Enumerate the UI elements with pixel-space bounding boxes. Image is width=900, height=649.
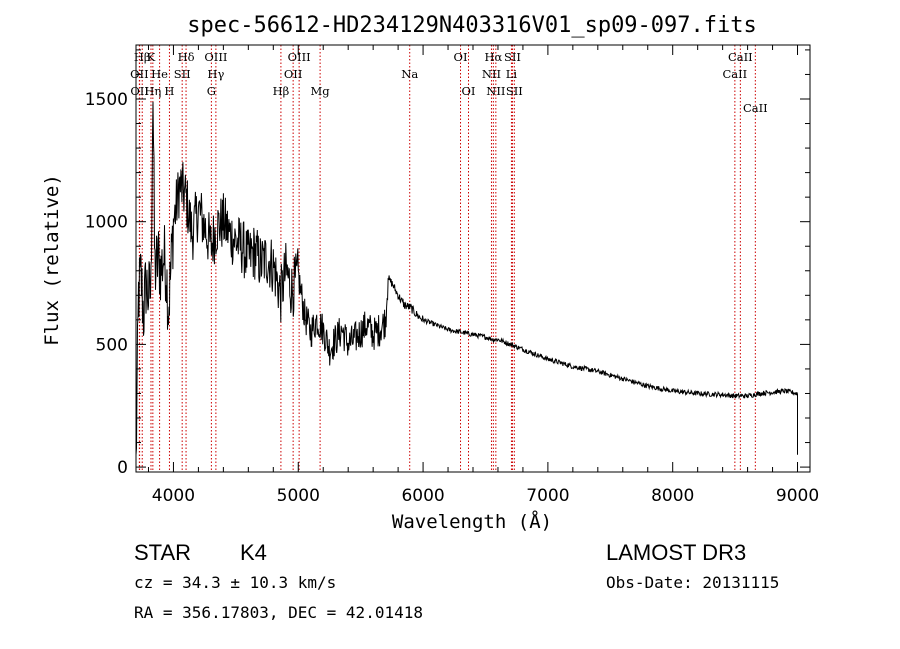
emission-line-label: NII (482, 67, 501, 81)
emission-line-label: CaII (743, 101, 768, 115)
emission-line-label: SII (174, 67, 191, 81)
y-tick-label: 1000 (85, 213, 128, 233)
emission-line-label: OII (130, 84, 149, 98)
x-axis-ticks: 4000 5000 6000 7000 8000 9000 (147, 45, 819, 506)
emission-line-label: Hα (484, 50, 502, 64)
emission-line-label: Hγ (207, 67, 224, 81)
emission-line-label: OIII (288, 50, 311, 64)
y-axis-ticks: 0 500 1000 1500 (85, 49, 810, 478)
emission-line-label: Hδ (178, 50, 195, 64)
x-tick-label: 7000 (526, 486, 569, 506)
emission-line-label: OIII (204, 50, 227, 64)
emission-line-label: H (164, 84, 174, 98)
x-axis-label: Wavelength (Å) (392, 510, 552, 533)
coordinates: RA = 356.17803, DEC = 42.01418 (134, 603, 423, 622)
y-tick-label: 500 (96, 335, 128, 355)
y-tick-label: 1500 (85, 90, 128, 110)
emission-line-label: Hβ (134, 50, 151, 64)
emission-line-label: OI (454, 50, 468, 64)
emission-line-label: He (151, 67, 168, 81)
emission-line-label: OII (284, 67, 303, 81)
emission-line-label: SII (504, 50, 521, 64)
emission-line-label: Hβ (273, 84, 290, 98)
x-tick-label: 4000 (152, 486, 195, 506)
emission-line-label: SII (506, 84, 523, 98)
x-tick-label: 8000 (651, 486, 694, 506)
emission-line-label: G (207, 84, 216, 98)
emission-line-label: K (147, 50, 156, 64)
chart-title: spec-56612-HD234129N403316V01_sp09-097.f… (187, 13, 757, 38)
emission-line-label: Na (401, 67, 418, 81)
emission-line-label: CaII (722, 67, 747, 81)
object-type: STAR (134, 540, 191, 565)
survey-name: LAMOST DR3 (606, 540, 746, 565)
spectrum-trace (135, 101, 798, 455)
emission-line-markers (138, 45, 756, 472)
x-tick-label: 9000 (776, 486, 819, 506)
y-tick-label: 0 (117, 458, 128, 478)
x-tick-label: 6000 (401, 486, 444, 506)
emission-line-label: OI (462, 84, 476, 98)
plot-frame (135, 44, 811, 473)
obs-date: Obs-Date: 20131115 (606, 573, 779, 592)
emission-line-label: Li (506, 67, 518, 81)
emission-line-label: Hη (144, 84, 161, 98)
emission-line-label: NII (486, 84, 505, 98)
y-axis-label: Flux (relative) (41, 174, 63, 346)
emission-line-label: Mg (311, 84, 331, 98)
x-tick-label: 5000 (277, 486, 320, 506)
subclass: K4 (240, 540, 267, 565)
emission-line-label: CaII (728, 50, 753, 64)
redshift-text: cz = 34.3 ± 10.3 km/s (134, 573, 336, 592)
